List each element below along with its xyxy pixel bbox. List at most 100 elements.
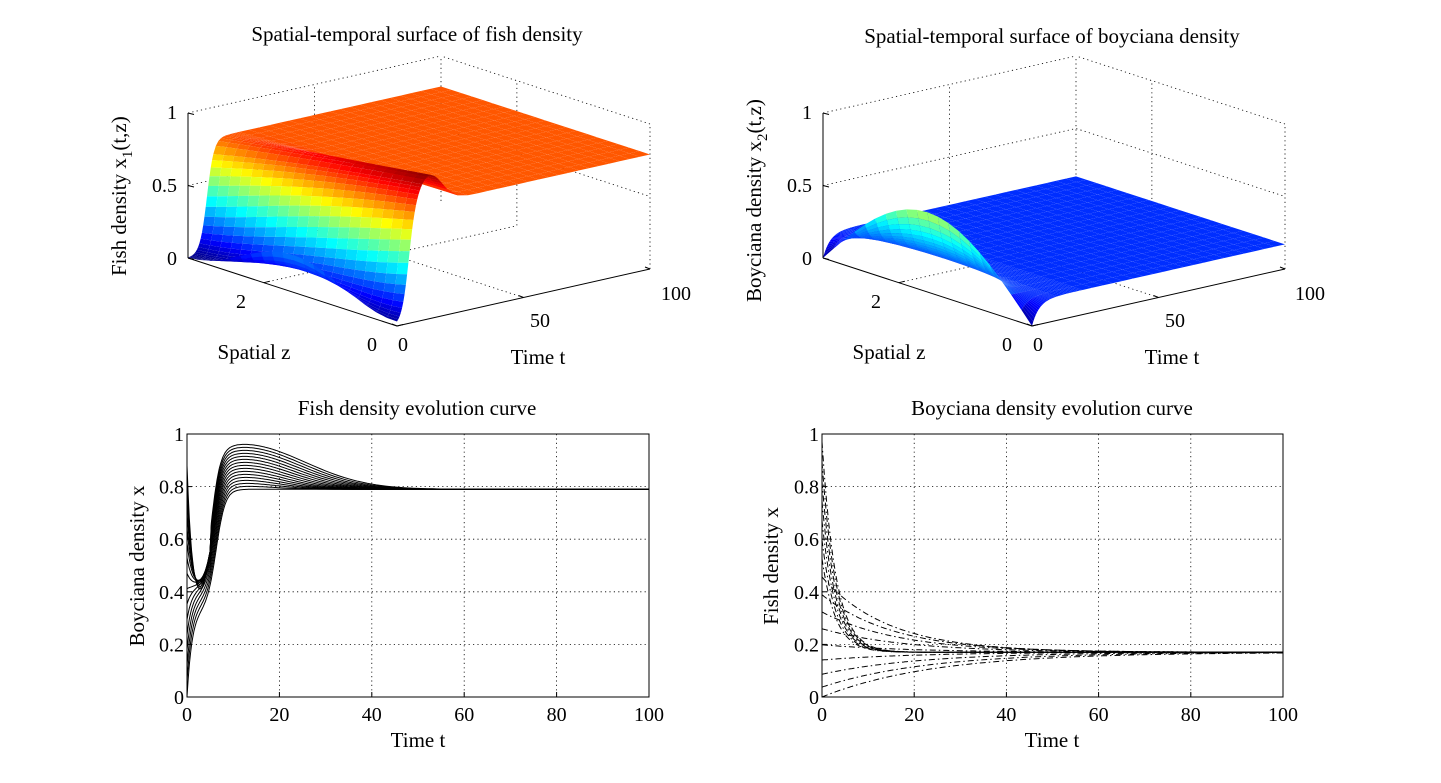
surface-patch bbox=[433, 131, 455, 138]
surface-patch bbox=[914, 241, 926, 247]
surface-patch bbox=[253, 260, 265, 263]
surface-patch bbox=[1059, 246, 1081, 253]
surface-patch bbox=[443, 129, 465, 136]
surface-patch bbox=[911, 248, 924, 252]
surface-patch bbox=[974, 196, 996, 203]
surface-patch bbox=[413, 147, 435, 154]
surface-patch bbox=[265, 216, 278, 228]
surface-patch bbox=[963, 264, 976, 270]
surface-patch bbox=[504, 121, 526, 128]
surface-patch bbox=[231, 258, 243, 262]
surface-space-tick bbox=[263, 280, 271, 284]
surface-patch bbox=[487, 177, 508, 183]
fish-evolution-title: Fish density evolution curve bbox=[298, 396, 537, 420]
surface-patch bbox=[446, 175, 467, 181]
surface-patch bbox=[1038, 239, 1060, 246]
surface-patch bbox=[548, 163, 569, 170]
surface-patch bbox=[1069, 286, 1083, 291]
surface-patch bbox=[1191, 228, 1213, 235]
surface-patch bbox=[307, 216, 320, 228]
surface-patch bbox=[196, 247, 209, 253]
surface-patch bbox=[911, 234, 924, 241]
surface-patch bbox=[342, 190, 355, 199]
fish-surface-ttick-100: 100 bbox=[661, 283, 691, 305]
surface-patch bbox=[293, 246, 306, 255]
surface-patch bbox=[382, 209, 394, 219]
surface-patch bbox=[354, 162, 368, 166]
surface-patch bbox=[370, 105, 392, 112]
surface-patch bbox=[299, 149, 313, 152]
surface-patch bbox=[1038, 276, 1052, 281]
surface-patch bbox=[1098, 209, 1120, 215]
surface-patch bbox=[224, 217, 236, 228]
surface-patch bbox=[1014, 293, 1027, 305]
surface-patch bbox=[1142, 268, 1164, 274]
surface-patch bbox=[505, 138, 527, 145]
surface-patch bbox=[364, 186, 377, 194]
surface-patch bbox=[954, 207, 976, 213]
surface-patch bbox=[265, 143, 279, 147]
surface-patch bbox=[278, 151, 292, 157]
surface-patch bbox=[1002, 281, 1015, 287]
surface-patch bbox=[1022, 291, 1035, 298]
surface-patch bbox=[257, 147, 271, 154]
x-tick-label: 0 bbox=[817, 704, 827, 726]
surface-patch bbox=[252, 236, 265, 245]
surface-patch bbox=[968, 264, 981, 271]
surface-patch bbox=[466, 164, 487, 171]
surface-patch bbox=[987, 234, 1008, 241]
surface-patch bbox=[465, 153, 487, 160]
surface-patch bbox=[1089, 228, 1110, 235]
surface-patch bbox=[1019, 255, 1040, 262]
surface-patch bbox=[279, 126, 300, 133]
surface-patch bbox=[375, 188, 388, 196]
surface-patch bbox=[360, 291, 372, 300]
surface-patch bbox=[1014, 270, 1028, 275]
surface-patch bbox=[264, 159, 276, 166]
surface-patch bbox=[1110, 235, 1131, 242]
surface-patch bbox=[1004, 272, 1018, 277]
surface-patch bbox=[311, 142, 332, 148]
series-line-2 bbox=[186, 446, 649, 588]
surface-patch bbox=[1121, 244, 1142, 251]
surface-patch bbox=[1015, 275, 1029, 280]
surface-patch bbox=[296, 149, 310, 152]
surface-patch bbox=[332, 189, 345, 198]
surface-patch bbox=[226, 195, 239, 207]
surface-patch bbox=[494, 118, 515, 124]
surface-patch bbox=[1078, 225, 1100, 231]
surface-wall-line bbox=[187, 55, 442, 114]
surface-patch bbox=[269, 134, 291, 140]
surface-patch bbox=[444, 152, 466, 159]
surface-patch bbox=[326, 237, 338, 249]
surface-patch bbox=[1142, 256, 1163, 263]
surface-patch bbox=[264, 227, 277, 237]
boyciana-surface-mesh bbox=[823, 176, 1285, 326]
surface-patch bbox=[547, 152, 569, 158]
surface-patch bbox=[299, 116, 320, 122]
surface-patch bbox=[314, 247, 327, 258]
surface-patch bbox=[1152, 260, 1174, 267]
surface-patch bbox=[386, 315, 399, 322]
surface-patch bbox=[414, 174, 428, 180]
surface-patch bbox=[1046, 280, 1060, 285]
surface-patch bbox=[303, 173, 316, 181]
surface-patch bbox=[462, 108, 484, 114]
surface-patch bbox=[413, 142, 435, 148]
surface-patch bbox=[356, 161, 370, 164]
surface-patch bbox=[977, 242, 999, 248]
surface-patch bbox=[824, 244, 836, 254]
surface-patch bbox=[251, 169, 264, 178]
surface-patch bbox=[981, 271, 994, 277]
y-tick-label: 1 bbox=[809, 424, 819, 446]
surface-patch bbox=[199, 259, 212, 261]
surface-patch bbox=[433, 126, 454, 132]
surface-patch bbox=[1099, 220, 1120, 227]
surface-patch bbox=[966, 227, 987, 234]
surface-patch bbox=[1026, 290, 1038, 296]
surface-patch bbox=[250, 176, 262, 186]
surface-patch bbox=[411, 177, 425, 185]
surface-patch bbox=[1193, 256, 1215, 263]
surface-patch bbox=[517, 159, 538, 165]
surface-patch bbox=[321, 151, 343, 156]
